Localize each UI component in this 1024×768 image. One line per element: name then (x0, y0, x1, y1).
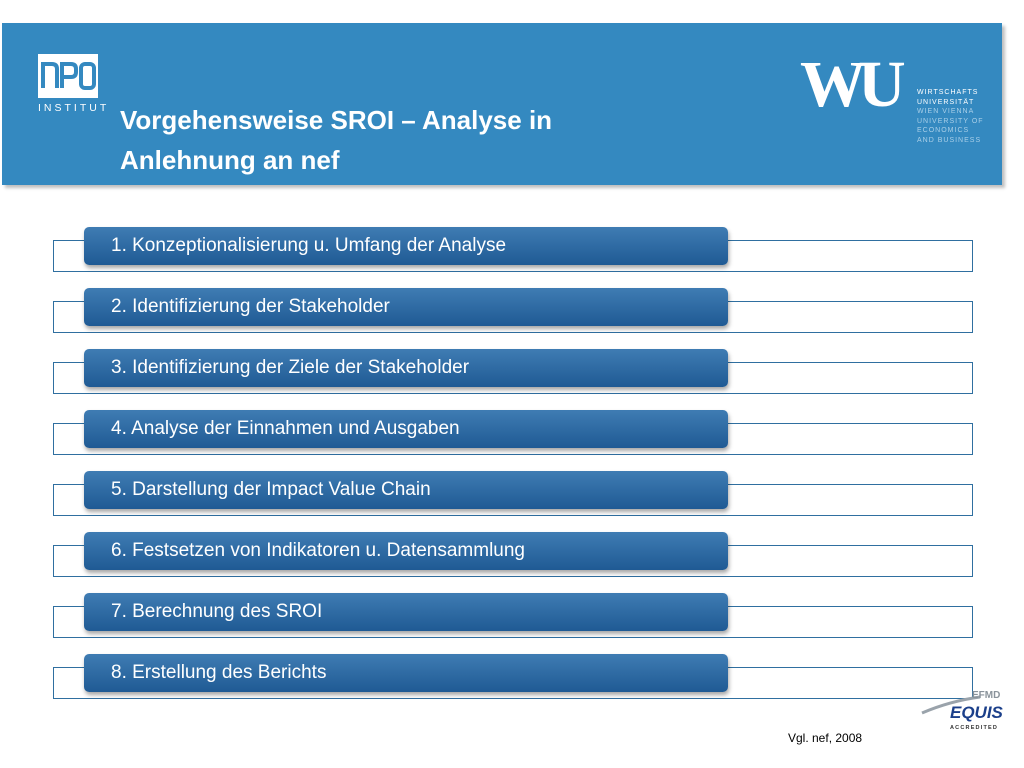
efmd-text: EFMD (972, 690, 1000, 701)
npo-mark (38, 54, 98, 98)
step-bar: 1. Konzeptionalisierung u. Umfang der An… (84, 227, 728, 265)
wu-line: UNIVERSITÄT (917, 98, 975, 106)
wu-logo: WU WIRTSCHAFTS UNIVERSITÄT WIEN VIENNA U… (800, 48, 990, 152)
wu-line: UNIVERSITY OF (917, 117, 984, 125)
header-banner (2, 23, 1002, 185)
npo-institut-label: INSTITUT (38, 102, 110, 114)
step-bar: 3. Identifizierung der Ziele der Stakeho… (84, 349, 728, 387)
page-title: Vorgehensweise SROI – Analyse in Anlehnu… (120, 105, 553, 175)
wu-line: AND BUSINESS (917, 136, 982, 144)
step-bar: 7. Berechnung des SROI (84, 593, 728, 631)
accredited-text: ACCREDITED (950, 725, 998, 731)
equis-text: EQUIS (950, 703, 1004, 722)
wu-line: WIRTSCHAFTS (917, 89, 979, 96)
wu-line: ECONOMICS (917, 127, 970, 135)
equis-accredited-logo: EFMD EQUIS ACCREDITED (920, 685, 1010, 735)
npo-institut-logo: INSTITUT (38, 54, 106, 122)
wu-mark: WU (800, 48, 913, 121)
wu-line: WIEN VIENNA (917, 108, 975, 116)
svg-text:WU: WU (800, 52, 905, 114)
step-bar: 2. Identifizierung der Stakeholder (84, 288, 728, 326)
step-bar: 8. Erstellung des Berichts (84, 654, 728, 692)
step-bar: 6. Festsetzen von Indikatoren u. Datensa… (84, 532, 728, 570)
wu-text: WIRTSCHAFTS UNIVERSITÄT WIEN VIENNA UNIV… (917, 88, 984, 146)
source-footnote: Vgl. nef, 2008 (788, 731, 863, 745)
step-bar: 5. Darstellung der Impact Value Chain (84, 471, 728, 509)
step-bar: 4. Analyse der Einnahmen und Ausgaben (84, 410, 728, 448)
